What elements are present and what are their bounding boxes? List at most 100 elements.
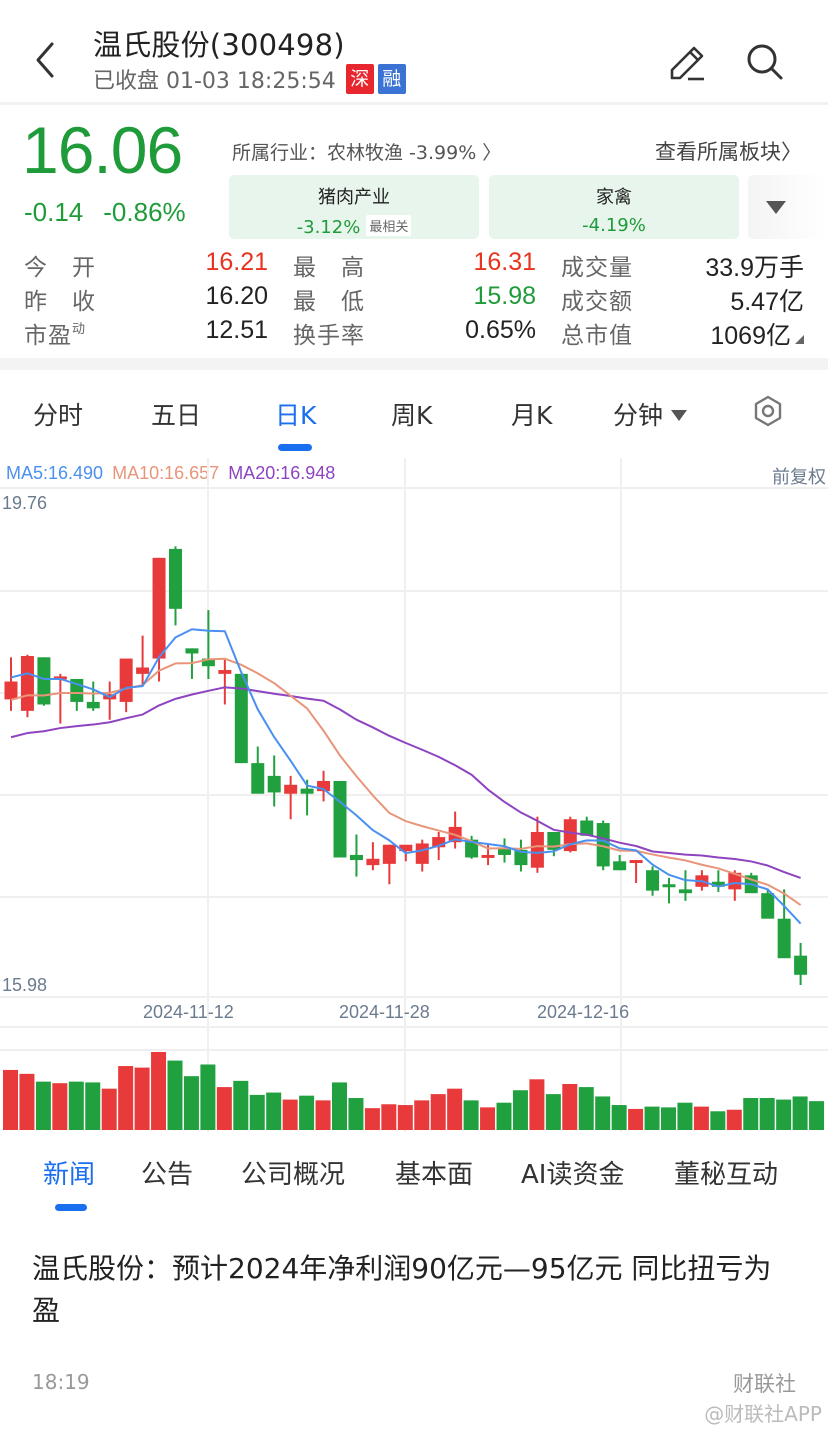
stat-label-turnover-rate: 换手率	[293, 323, 365, 349]
last-price: 16.06	[22, 113, 183, 187]
active-tab-indicator	[55, 1204, 87, 1211]
volume-bar	[677, 1102, 693, 1130]
change-percent: -0.86%	[103, 197, 186, 227]
volume-bar	[710, 1111, 726, 1130]
sector-expand-button[interactable]	[748, 175, 828, 239]
volume-bar	[611, 1105, 627, 1130]
tab-daily-k[interactable]: 日K	[275, 401, 317, 430]
volume-bar	[167, 1060, 183, 1130]
info-tabs: 新闻 公告 公司概况 基本面 AI读资金 董秘互动	[0, 1140, 828, 1220]
candle-body	[415, 843, 429, 864]
tab-monthly-k[interactable]: 月K	[511, 401, 553, 430]
volume-bar	[101, 1088, 117, 1130]
x-axis-date: 2024-11-28	[339, 1002, 430, 1022]
volume-bar	[776, 1099, 792, 1130]
volume-bar	[216, 1087, 232, 1130]
x-axis-date: 2024-12-16	[537, 1002, 630, 1022]
candle-body	[317, 780, 331, 792]
candle-body	[481, 854, 495, 858]
stat-value-low: 15.98	[473, 282, 536, 310]
tab-news[interactable]: 新闻	[43, 1160, 96, 1190]
ma-legend: MA5:16.490 MA10:16.657 MA20:16.948	[6, 463, 339, 484]
volume-bar	[249, 1094, 265, 1130]
sector-card-poultry[interactable]: 家禽 -4.19%	[489, 175, 739, 239]
chevron-left-icon	[36, 42, 54, 78]
candle-body	[613, 861, 627, 871]
chart-settings-button[interactable]	[752, 394, 784, 428]
ma20-value: MA20:16.948	[228, 463, 336, 483]
volume-bar	[266, 1092, 282, 1130]
volume-bar	[200, 1064, 216, 1130]
industry-link[interactable]: 所属行业：农林牧渔 -3.99% 〉	[232, 142, 502, 164]
stat-label-prev-close: 昨 收	[24, 289, 96, 315]
caret-down-icon	[671, 410, 688, 421]
candle-body	[267, 775, 281, 793]
news-item[interactable]: 温氏股份：预计2024年净利润90亿元—95亿元 同比扭亏为盈	[32, 1248, 792, 1332]
market-status: 已收盘 01-03 18:25:54 深 融	[93, 63, 406, 95]
stock-title: 温氏股份(300498)	[93, 28, 345, 62]
ma20-line	[10, 686, 801, 879]
candle-body	[432, 837, 446, 848]
stat-value-open: 16.21	[205, 248, 268, 276]
change-amount: -0.14	[24, 197, 84, 227]
stock-header: 温氏股份(300498) 已收盘 01-03 18:25:54 深 融	[0, 0, 828, 102]
tab-secretary-qa[interactable]: 董秘互动	[674, 1160, 779, 1190]
ma5-value: MA5:16.490	[6, 463, 104, 483]
price-change: -0.14 -0.86%	[24, 197, 186, 228]
caret-down-icon	[766, 201, 786, 214]
stat-value-high: 16.31	[473, 248, 536, 276]
volume-bar	[364, 1108, 380, 1130]
volume-bar	[52, 1083, 68, 1130]
search-button[interactable]	[744, 40, 786, 84]
status-text: 已收盘 01-03 18:25:54	[93, 69, 336, 94]
candle-body	[136, 667, 150, 674]
expand-corner-icon	[795, 335, 804, 344]
volume-bar	[397, 1105, 413, 1130]
volume-bar	[726, 1109, 742, 1130]
candlestick-chart[interactable]	[0, 455, 828, 1135]
back-button[interactable]	[28, 38, 68, 82]
pe-label-text: 市盈	[24, 323, 72, 349]
candle-body	[201, 658, 215, 667]
tab-five-day[interactable]: 五日	[151, 401, 202, 430]
candle-body	[284, 784, 298, 794]
candle-body	[761, 893, 775, 919]
stat-label-pe: 市盈动	[24, 316, 86, 350]
active-tab-indicator	[278, 444, 312, 451]
candle-body	[794, 955, 808, 975]
volume-bar	[496, 1102, 512, 1130]
ma10-value: MA10:16.657	[112, 463, 220, 483]
tab-weekly-k[interactable]: 周K	[391, 401, 433, 430]
volume-bar	[3, 1069, 18, 1130]
price-adjust-toggle[interactable]: 前复权	[772, 467, 826, 488]
stat-value-market-cap[interactable]: 1069亿	[710, 316, 804, 352]
volume-bar	[809, 1101, 825, 1130]
edit-button[interactable]	[666, 40, 710, 84]
volume-bar	[512, 1090, 528, 1130]
stat-value-pe: 12.51	[205, 316, 268, 344]
volume-bar	[315, 1100, 331, 1130]
sector-name: 猪肉产业	[318, 187, 390, 208]
volume-bar	[447, 1088, 463, 1130]
candle-body	[777, 918, 791, 959]
tab-fundamentals[interactable]: 基本面	[395, 1160, 474, 1190]
candle-body	[662, 884, 676, 888]
tab-ai-capital[interactable]: AI读资金	[521, 1160, 625, 1190]
volume-bar	[35, 1081, 51, 1130]
candle-body	[514, 849, 528, 866]
candle-body	[728, 872, 742, 890]
tab-minute[interactable]: 分钟	[613, 396, 688, 432]
view-sector-link[interactable]: 查看所属板块〉	[655, 140, 802, 164]
volume-bar	[134, 1067, 150, 1130]
sector-card-pork[interactable]: 猪肉产业 -3.12% 最相关	[229, 175, 479, 239]
tab-announcements[interactable]: 公告	[141, 1160, 194, 1190]
candle-body	[366, 858, 380, 866]
volume-bar	[233, 1080, 249, 1130]
candle-body	[629, 860, 643, 864]
tab-company-profile[interactable]: 公司概况	[241, 1160, 346, 1190]
tab-intraday[interactable]: 分时	[33, 401, 84, 430]
stat-label-open: 今 开	[24, 255, 96, 281]
candle-body	[530, 831, 544, 868]
volume-bar	[414, 1100, 430, 1130]
candle-body	[498, 848, 511, 855]
